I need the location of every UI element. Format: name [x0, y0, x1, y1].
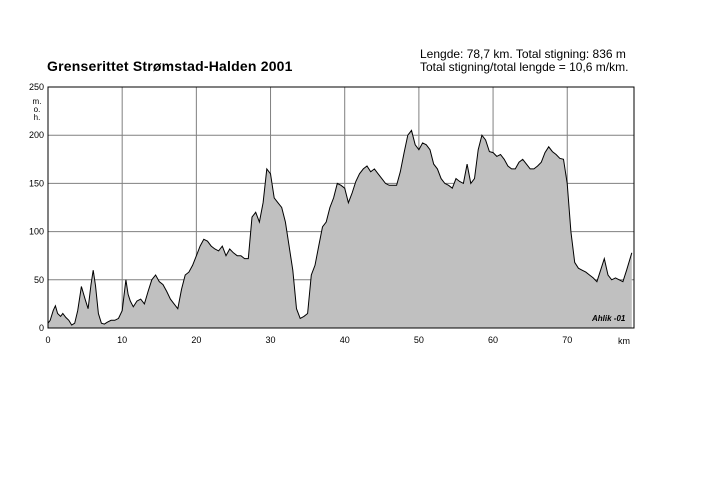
- y-tick-label: 150: [29, 178, 44, 188]
- y-axis-label: m.o.h.: [32, 97, 42, 122]
- x-tick-label: 50: [414, 335, 424, 345]
- x-tick-label: 30: [266, 335, 276, 345]
- elevation-line: [47, 129, 633, 326]
- x-axis-label: km: [618, 336, 630, 346]
- x-tick-label: 0: [45, 335, 50, 345]
- info-length-climb: Lengde: 78,7 km. Total stigning: 836 m: [420, 47, 626, 61]
- y-tick-label: 0: [39, 323, 44, 333]
- y-tick-label: 50: [34, 275, 44, 285]
- x-tick-label: 20: [191, 335, 201, 345]
- x-tick-label: 40: [340, 335, 350, 345]
- info-climb-ratio: Total stigning/total lengde = 10,6 m/km.: [420, 60, 629, 74]
- y-tick-label: 100: [29, 227, 44, 237]
- y-tick-label: 200: [29, 130, 44, 140]
- tick-layer: 0 10 20 30 40 50 60 70 0 50 100 150 200 250: [29, 82, 572, 345]
- y-tick-label: 250: [29, 82, 44, 92]
- elevation-area: [48, 130, 632, 328]
- chart-title: Grenserittet Strømstad-Halden 2001: [47, 58, 293, 74]
- plot-frame: [47, 86, 635, 329]
- x-tick-label: 10: [117, 335, 127, 345]
- author-signature: Ahlik -01: [592, 314, 626, 323]
- x-tick-label: 60: [488, 335, 498, 345]
- x-tick-label: 70: [562, 335, 572, 345]
